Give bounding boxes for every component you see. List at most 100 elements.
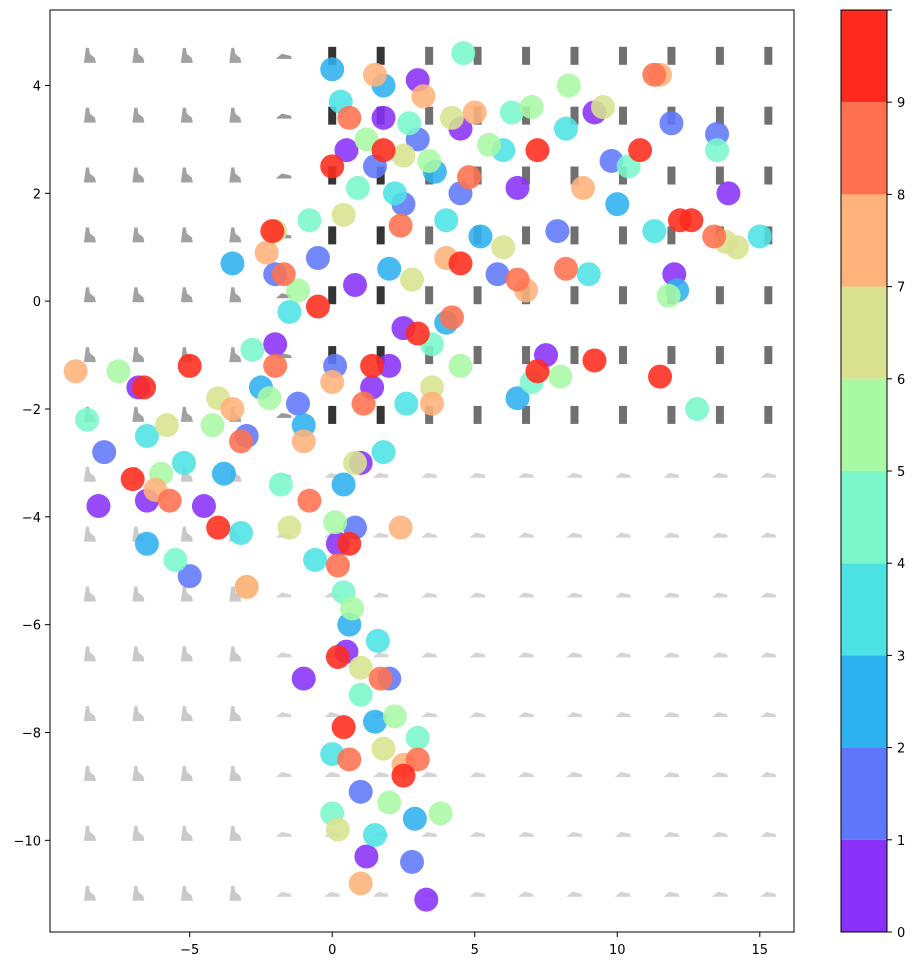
- thumbnail-image: [518, 712, 535, 718]
- thumbnail-image: [618, 226, 627, 245]
- scatter-point: [545, 219, 570, 244]
- scatter-point: [268, 472, 293, 497]
- thumbnail-image: [614, 592, 631, 598]
- scatter-point: [747, 224, 772, 249]
- thumbnail-image: [760, 472, 777, 478]
- scatter-point: [343, 450, 368, 475]
- thumbnail-image: [618, 106, 627, 125]
- thumbnail-image: [570, 405, 579, 424]
- scatter-point: [505, 386, 530, 411]
- colorbar-tick-label: 1: [897, 834, 905, 849]
- thumbnail-image: [132, 406, 145, 422]
- thumbnail-image: [715, 106, 724, 125]
- thumbnail-image: [614, 772, 631, 778]
- thumbnail-image: [469, 831, 486, 837]
- scatter-point: [605, 192, 630, 217]
- scatter-point: [86, 494, 111, 519]
- scatter-point: [428, 801, 453, 826]
- thumbnail-image: [614, 472, 631, 478]
- scatter-point: [525, 359, 550, 384]
- scatter-point: [286, 278, 310, 303]
- x-tick-label: 10: [609, 943, 626, 958]
- scatter-point: [106, 359, 131, 384]
- thumbnail-image: [663, 712, 680, 718]
- thumbnail-image: [328, 46, 337, 65]
- thumbnail-image: [83, 227, 96, 243]
- scatter-point: [340, 596, 365, 621]
- thumbnail-image: [275, 592, 292, 598]
- scatter-point: [377, 353, 402, 378]
- thumbnail-image: [180, 646, 193, 662]
- thumbnail-image: [764, 106, 773, 125]
- scatter-point: [331, 715, 356, 740]
- scatter-point: [724, 235, 749, 260]
- thumbnail-image: [522, 166, 531, 185]
- colorbar-tick-label: 7: [897, 281, 905, 296]
- thumbnail-image: [180, 287, 193, 303]
- thumbnail-image: [376, 346, 385, 365]
- thumbnail-image: [764, 405, 773, 424]
- thumbnail-image: [667, 405, 676, 424]
- thumbnail-image: [667, 46, 676, 65]
- thumbnail-image: [618, 405, 627, 424]
- thumbnail-image: [376, 405, 385, 424]
- thumbnail-image: [421, 712, 438, 718]
- thumbnail-image: [469, 532, 486, 538]
- thumbnail-image: [469, 712, 486, 718]
- colorbar-segment: [841, 102, 887, 195]
- thumbnail-image: [180, 167, 193, 183]
- scatter-point: [157, 488, 182, 513]
- colorbar-tick-label: 4: [897, 557, 905, 572]
- thumbnail-image: [764, 46, 773, 65]
- thumbnail-image: [132, 706, 145, 722]
- thumbnail-image: [229, 107, 242, 123]
- thumbnail-image: [518, 891, 535, 897]
- scatter-point: [468, 224, 493, 249]
- scatter-point: [582, 348, 607, 373]
- scatter-point: [286, 391, 310, 416]
- thumbnail-image: [614, 891, 631, 897]
- scatter-point: [132, 375, 157, 400]
- scatter-point: [377, 790, 402, 815]
- thumbnail-image: [180, 406, 193, 422]
- thumbnail-image: [83, 107, 96, 123]
- thumbnail-image: [711, 652, 728, 658]
- thumbnail-image: [566, 532, 583, 538]
- scatter-point: [206, 515, 231, 540]
- thumbnail-image: [760, 712, 777, 718]
- thumbnail-image: [760, 891, 777, 897]
- thumbnail-image: [83, 766, 96, 782]
- scatter-point: [163, 547, 188, 572]
- thumbnail-image: [229, 706, 242, 722]
- thumbnail-image: [132, 287, 145, 303]
- y-tick-label: −8: [22, 727, 41, 742]
- thumbnail-image: [275, 53, 292, 59]
- scatter-point: [439, 305, 464, 330]
- thumbnail-image: [180, 526, 193, 542]
- scatter-point: [394, 391, 419, 416]
- scatter-point: [628, 138, 653, 163]
- thumbnail-image: [275, 113, 292, 119]
- thumbnail-image: [566, 592, 583, 598]
- thumbnail-image: [421, 532, 438, 538]
- scatter-point: [331, 202, 356, 227]
- x-axis: −5 0 5 10 15: [180, 932, 768, 958]
- thumbnail-image: [764, 346, 773, 365]
- colorbar-segment: [841, 563, 887, 656]
- scatter-point: [388, 213, 413, 238]
- colorbar-segment: [841, 471, 887, 564]
- thumbnail-image: [180, 107, 193, 123]
- thumbnail-image: [566, 772, 583, 778]
- scatter-point: [92, 440, 117, 465]
- thumbnail-image: [566, 712, 583, 718]
- scatter-point: [591, 95, 616, 120]
- y-axis: 4 2 0 −2 −4 −6 −8 −10: [14, 79, 50, 849]
- thumbnail-image: [715, 286, 724, 305]
- thumbnail-image: [83, 47, 96, 63]
- thumbnail-image: [518, 592, 535, 598]
- thumbnail-image: [132, 47, 145, 63]
- scatter-point: [400, 849, 425, 874]
- scatter-point: [397, 111, 422, 136]
- thumbnail-image: [760, 772, 777, 778]
- scatter-point: [260, 219, 285, 244]
